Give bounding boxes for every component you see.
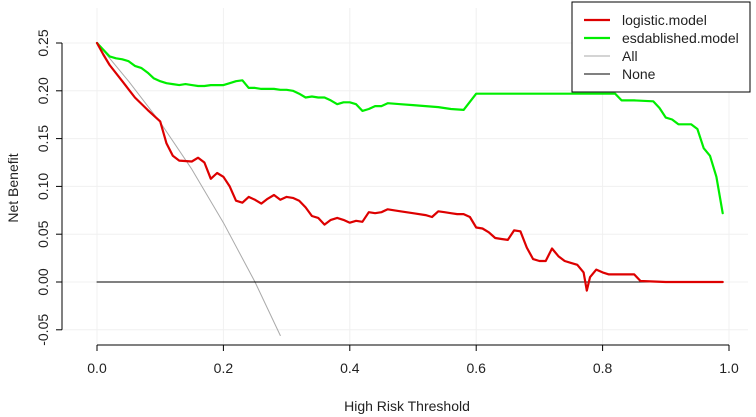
- y-tick-label: 0.05: [35, 220, 51, 247]
- legend: logistic.model esdablished.model All None: [571, 1, 751, 93]
- legend-box: [571, 1, 751, 93]
- y-tick-label: 0.25: [35, 29, 51, 56]
- legend-label: All: [622, 48, 638, 64]
- series-layer: [95, 41, 724, 336]
- y-tick-label: -0.05: [35, 314, 51, 346]
- y-tick-label: 0.15: [35, 125, 51, 152]
- legend-label: esdablished.model: [622, 30, 739, 46]
- y-tick-label: 0.10: [35, 173, 51, 200]
- y-tick-label: 0.20: [35, 77, 51, 104]
- x-tick-label: 0.8: [593, 360, 613, 376]
- x-tick-label: 0.6: [466, 360, 486, 376]
- legend-label: None: [622, 66, 656, 82]
- x-tick-label: 0.0: [87, 360, 107, 376]
- y-tick-label: 0.00: [35, 268, 51, 295]
- series-line-esdablished-model: [95, 41, 724, 215]
- x-tick-label: 0.4: [340, 360, 360, 376]
- x-axis-title: High Risk Threshold: [344, 398, 470, 414]
- legend-label: logistic.model: [622, 12, 707, 28]
- x-tick-label: 1.0: [719, 360, 739, 376]
- x-tick-label: 0.2: [214, 360, 234, 376]
- axes-layer: 0.0 0.2 0.4 0.6 0.8 1.0 -0.05 0.00 0.05 0.10 0.15 0…: [35, 29, 739, 376]
- series-line-logistic-model: [95, 41, 724, 292]
- y-axis-title: Net Benefit: [5, 153, 21, 222]
